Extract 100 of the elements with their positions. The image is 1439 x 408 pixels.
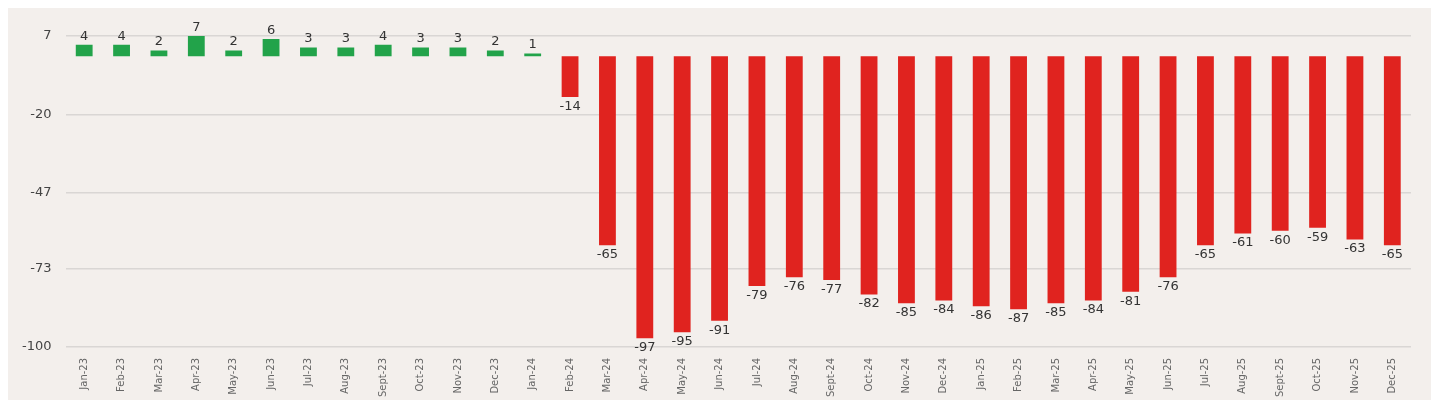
bar [1234, 56, 1252, 234]
x-tick-label: Dec-23 [488, 357, 500, 394]
x-tick-label: Apr-23 [189, 357, 201, 391]
bar [860, 56, 878, 295]
bar [1159, 56, 1177, 278]
x-tick-label: Jan-25 [974, 357, 986, 391]
x-tick-label: Mar-23 [152, 357, 164, 393]
data-label: -79 [746, 286, 768, 302]
bar [1383, 56, 1401, 246]
x-tick-label: Apr-24 [638, 357, 650, 391]
y-tick-label: -100 [21, 338, 52, 354]
x-tick-label: Mar-25 [1049, 357, 1061, 393]
x-tick-label: Feb-25 [1012, 357, 1024, 392]
x-tick-label: Sept-25 [1273, 357, 1285, 398]
x-tick-label: Sept-23 [376, 357, 388, 398]
data-label: 2 [491, 33, 500, 49]
x-tick-label: Jul-23 [302, 357, 314, 388]
x-tick-label: Jan-23 [77, 357, 89, 391]
bar [1271, 56, 1289, 231]
x-tick-label: Nov-24 [900, 357, 912, 394]
data-label: -14 [559, 97, 581, 113]
bar [785, 56, 803, 278]
data-label: -65 [596, 246, 619, 262]
x-tick-label: Dec-25 [1385, 357, 1397, 394]
data-label: -77 [821, 280, 843, 296]
bar [412, 47, 429, 57]
data-label: 2 [154, 33, 164, 49]
data-label: -82 [858, 295, 880, 311]
bar [1122, 56, 1140, 292]
data-label: -84 [1082, 301, 1104, 317]
x-tick-label: Jun-25 [1161, 357, 1173, 391]
data-label: -85 [1045, 304, 1067, 320]
bar [1309, 56, 1326, 228]
y-tick-label: -47 [30, 184, 52, 200]
bar [935, 56, 953, 301]
data-label: 7 [192, 18, 201, 34]
data-label: 6 [266, 21, 276, 37]
bar [524, 53, 542, 57]
data-label: -87 [1007, 310, 1030, 325]
data-label: 2 [229, 33, 238, 49]
x-tick-label: Aug-23 [339, 357, 351, 394]
bar [711, 56, 728, 321]
data-label: -86 [970, 307, 992, 323]
bar [972, 56, 990, 307]
data-label: 1 [528, 36, 537, 52]
data-label: 4 [379, 27, 388, 43]
x-tick-label: Sept-24 [825, 357, 837, 398]
bar [1197, 56, 1214, 246]
bar [748, 56, 766, 286]
bar [823, 56, 841, 281]
x-tick-label: May-24 [675, 357, 687, 395]
bar [1346, 56, 1364, 240]
x-tick-label: Jan-24 [526, 357, 538, 391]
x-tick-label: Aug-24 [787, 357, 799, 394]
x-tick-label: Dec-24 [937, 357, 949, 394]
bar [599, 56, 616, 246]
bar [673, 56, 691, 333]
bar [1084, 56, 1102, 301]
bar [262, 38, 280, 57]
data-label: -84 [933, 301, 955, 317]
data-label: -60 [1269, 231, 1291, 247]
bar [561, 56, 579, 98]
x-tick-label: Feb-24 [563, 357, 575, 392]
data-label: 3 [304, 30, 313, 46]
data-label: -81 [1120, 292, 1142, 308]
bar [300, 47, 317, 57]
x-tick-label: Aug-25 [1236, 357, 1248, 394]
x-tick-label: Oct-25 [1311, 357, 1323, 392]
x-tick-label: Nov-25 [1348, 357, 1360, 394]
bar [187, 36, 205, 57]
data-label: -91 [708, 321, 731, 337]
data-label: -76 [783, 278, 805, 294]
data-label: -97 [634, 339, 656, 355]
x-tick-label: May-23 [227, 357, 239, 395]
x-tick-label: Jul-24 [750, 357, 762, 388]
x-tick-label: Jun-24 [713, 357, 725, 391]
data-label: -76 [1157, 278, 1179, 294]
bar [75, 44, 93, 57]
x-tick-label: Jul-25 [1199, 357, 1211, 388]
bar [1010, 56, 1027, 310]
y-tick-label: -73 [30, 259, 52, 275]
data-label: -65 [1381, 246, 1403, 262]
y-tick-label: 7 [43, 27, 52, 43]
bar [113, 44, 130, 57]
data-label: -85 [895, 304, 918, 320]
x-tick-label: Oct-24 [862, 357, 874, 392]
bar [636, 56, 654, 339]
y-tick-label: -20 [30, 105, 52, 121]
data-label: 4 [117, 27, 126, 43]
bar [898, 56, 915, 304]
data-label: 4 [80, 27, 89, 43]
bar [337, 47, 355, 57]
data-label: -95 [671, 333, 693, 349]
x-tick-label: Oct-23 [414, 357, 426, 392]
data-label: 3 [416, 30, 425, 46]
bar [374, 44, 392, 57]
data-label: 3 [341, 30, 350, 46]
data-label: -59 [1306, 228, 1329, 244]
x-tick-label: Apr-25 [1086, 357, 1098, 391]
x-tick-label: May-25 [1124, 357, 1136, 395]
